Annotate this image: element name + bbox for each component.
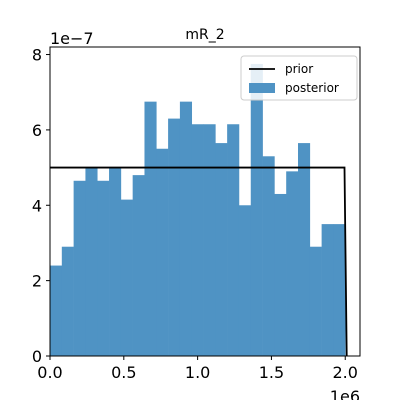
prior-line — [50, 166, 348, 357]
posterior-bar-24 — [333, 224, 346, 356]
posterior-bar-15 — [227, 124, 240, 356]
posterior-bar-3 — [85, 167, 98, 356]
posterior-bar-0 — [50, 265, 63, 356]
posterior-bar-12 — [191, 124, 204, 356]
y-multiplier-label: 1e−7 — [50, 29, 94, 48]
x-axis-ticks: 0.0 0.5 1.0 1.5 2.0 — [37, 356, 358, 382]
x-tick-label: 0.5 — [111, 363, 136, 382]
x-tick-label: 1.0 — [185, 363, 210, 382]
posterior-bar-22 — [309, 246, 322, 356]
posterior-bar-5 — [109, 167, 122, 356]
posterior-bar-20 — [286, 171, 299, 356]
posterior-bar-18 — [262, 156, 275, 356]
axes-frame — [49, 46, 361, 357]
posterior-bar-4 — [97, 180, 110, 356]
prior-layer — [50, 166, 348, 357]
x-tick-label: 1.5 — [259, 363, 284, 382]
y-tick-label: 8 — [32, 46, 42, 65]
posterior-bar-13 — [203, 124, 216, 356]
posterior-bar-21 — [298, 143, 311, 356]
chart-title: mR_2 — [185, 27, 224, 43]
x-multiplier-label: 1e6 — [330, 387, 360, 400]
y-tick-label: 6 — [32, 121, 42, 140]
posterior-bar-1 — [61, 246, 74, 356]
posterior-bar-10 — [168, 118, 181, 356]
y-axis-ticks: 0 2 4 6 8 — [32, 46, 50, 366]
legend: prior posterior — [240, 55, 358, 101]
posterior-bar-23 — [321, 224, 334, 356]
posterior-bar-17 — [250, 63, 263, 357]
posterior-bar-7 — [132, 175, 145, 356]
histogram-bars — [50, 63, 346, 357]
posterior-bar-8 — [144, 101, 157, 356]
posterior-bar-19 — [274, 193, 287, 356]
posterior-bar-9 — [156, 148, 169, 356]
posterior-bar-11 — [179, 101, 193, 356]
y-tick-label: 0 — [32, 347, 42, 366]
posterior-bar-16 — [238, 205, 252, 356]
posterior-bar-2 — [73, 180, 86, 356]
legend-posterior-label: posterior — [285, 81, 339, 95]
x-tick-label: 0.0 — [37, 363, 62, 382]
posterior-bar-14 — [215, 143, 228, 356]
y-tick-label: 4 — [32, 196, 42, 215]
y-tick-label: 2 — [32, 272, 42, 291]
legend-prior-label: prior — [285, 62, 313, 76]
legend-posterior-swatch — [249, 83, 275, 93]
posterior-bar-6 — [120, 199, 133, 356]
x-tick-label: 2.0 — [333, 363, 358, 382]
